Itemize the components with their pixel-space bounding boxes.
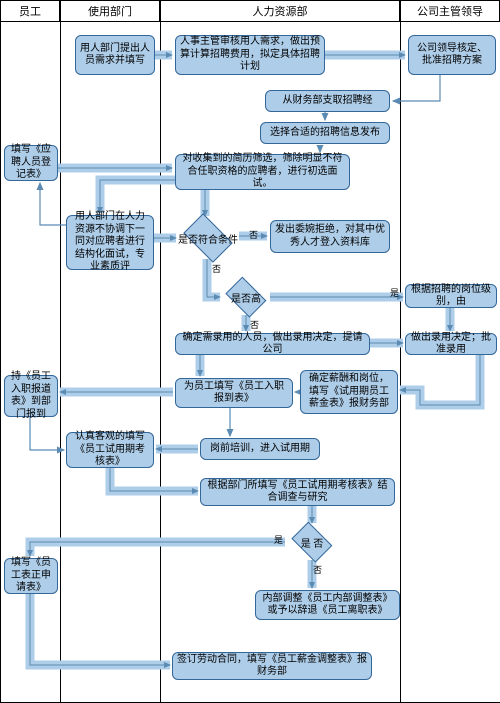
process-text: 选择合适的招聘信息发布 bbox=[270, 127, 380, 140]
block-arrow-outline bbox=[100, 180, 175, 213]
block-arrow-body bbox=[110, 468, 198, 491]
process-text: 签订劳动合同，填写《员工薪金调整表》报财务部 bbox=[177, 654, 367, 679]
process-n_hr_plan: 人事主管审核用人需求，做出预算计算招聘费用，拟定具体招聘计划 bbox=[175, 35, 325, 75]
decision-d_high: 是否高 bbox=[222, 280, 270, 314]
branch-label: 否 bbox=[250, 318, 259, 331]
block-arrow-body bbox=[30, 594, 170, 665]
process-n_emp_correct: 填写《员工表正申请表》 bbox=[4, 558, 58, 594]
process-text: 认真客观的填写《员工试用期考核表》 bbox=[71, 431, 149, 469]
lane-header-lane-leader: 公司主管领导 bbox=[400, 0, 500, 22]
process-text: 为员工填写《员工入职报到表》 bbox=[180, 381, 288, 406]
process-text: 从财务部支取招聘经 bbox=[283, 95, 373, 108]
decision-text: 是否高 bbox=[231, 290, 261, 305]
process-text: 填写《员工表正申请表》 bbox=[9, 557, 53, 595]
process-n_dept_eval: 认真客观的填写《员工试用期考核表》 bbox=[66, 432, 154, 468]
block-arrow-body bbox=[100, 180, 175, 213]
process-n_hr_screen: 对收集到的简历筛选，筛除明显不符合任职资格的应聘者，进行初选面试。 bbox=[175, 154, 350, 190]
process-n_emp_reg: 填写《应聘人员登记表》 bbox=[4, 145, 58, 181]
lane-label: 员工 bbox=[19, 3, 41, 19]
block-arrow-outline bbox=[400, 355, 480, 405]
thin-arrow bbox=[30, 417, 64, 450]
branch-label: 否 bbox=[313, 563, 322, 576]
block-arrow-outline bbox=[30, 542, 285, 556]
process-text: 内部调整《员工内部调整表》或予以辞退《员工离职表》 bbox=[260, 593, 395, 618]
process-n_hr_publish: 选择合适的招聘信息发布 bbox=[260, 122, 390, 144]
decision-text: 是 否 bbox=[301, 535, 324, 550]
process-n_emp_report: 持《员工入职报道表》到部门报到 bbox=[4, 375, 58, 417]
decision-text: 是否符合条件 bbox=[178, 231, 238, 246]
process-text: 公司领导核定、批准招聘方案 bbox=[413, 43, 491, 68]
process-n_dept_req: 用人部门提出人员需求并填写 bbox=[75, 35, 155, 75]
block-arrow-outline bbox=[30, 594, 170, 665]
process-text: 确定需录用的人员，做出录用决定，提请公司 bbox=[180, 332, 365, 357]
process-n_hr_salary: 确定薪酬和岗位，填写《试用期员工薪金表》报财务部 bbox=[300, 370, 398, 414]
lane-header-lane-employee: 员工 bbox=[0, 0, 60, 22]
process-n_hr_contract: 签订劳动合同，填写《员工薪金调整表》报财务部 bbox=[172, 652, 372, 680]
swimlane-flowchart: 员工 使用部门 人力资源部 公司主管领导 用人部门提出人员需求并填写 人事主管审核用人需… bbox=[0, 0, 500, 703]
process-text: 对收集到的简历筛选，筛除明显不符合任职资格的应聘者，进行初选面试。 bbox=[180, 153, 345, 191]
process-text: 做出录用决定；批准录用 bbox=[410, 332, 492, 357]
branch-label: 否 bbox=[249, 228, 258, 241]
lane-header-lane-hr: 人力资源部 bbox=[160, 0, 400, 22]
process-n_hr_decide: 确定需录用的人员，做出录用决定，提请公司 bbox=[175, 333, 370, 355]
process-text: 填写《应聘人员登记表》 bbox=[9, 144, 53, 182]
lane-header-lane-dept: 使用部门 bbox=[60, 0, 160, 22]
process-text: 持《员工入职报道表》到部门报到 bbox=[9, 371, 53, 421]
process-n_hr_train: 岗前培训，进入试用期 bbox=[200, 438, 320, 460]
lane-label: 公司主管领导 bbox=[417, 3, 483, 19]
process-text: 确定薪酬和岗位，填写《试用期员工薪金表》报财务部 bbox=[305, 373, 393, 411]
process-n_hr_reject: 发出委婉拒绝，对其中优秀人才登入资料库 bbox=[270, 220, 390, 253]
branch-label: 是 bbox=[274, 533, 283, 546]
lane-divider bbox=[400, 22, 401, 703]
process-text: 发出委婉拒绝，对其中优秀人才登入资料库 bbox=[275, 224, 385, 249]
process-n_hr_entryform: 为员工填写《员工入职报到表》 bbox=[175, 378, 293, 408]
process-text: 岗前培训，进入试用期 bbox=[210, 443, 310, 456]
process-n_hr_adjust: 内部调整《员工内部调整表》或予以辞退《员工离职表》 bbox=[255, 590, 400, 620]
process-n_leader_level: 根据招聘的岗位级别，由 bbox=[405, 284, 497, 308]
decision-d_yn: 是 否 bbox=[288, 525, 336, 559]
process-n_hr_funds: 从财务部支取招聘经 bbox=[265, 90, 390, 112]
process-text: 用人部门提出人员需求并填写 bbox=[80, 43, 150, 68]
process-text: 根据部门所填写《员工试用期考核表》结合调查与研究 bbox=[205, 480, 390, 505]
block-arrow-body bbox=[400, 355, 480, 405]
lane-divider bbox=[60, 22, 61, 703]
lane-divider bbox=[0, 22, 1, 703]
branch-label: 否 bbox=[212, 262, 221, 275]
lane-label: 人力资源部 bbox=[253, 3, 308, 19]
thin-arrow bbox=[40, 183, 66, 225]
branch-label: 是 bbox=[390, 286, 399, 299]
process-text: 用人部门在人力资源不协调下一同对应聘者进行结构化面试，专业素质评 bbox=[71, 211, 149, 274]
block-arrow-body bbox=[30, 542, 285, 556]
process-n_dept_interview: 用人部门在人力资源不协调下一同对应聘者进行结构化面试，专业素质评 bbox=[66, 215, 154, 270]
decision-d_fit: 是否符合条件 bbox=[178, 218, 238, 258]
block-arrow-outline bbox=[110, 468, 198, 491]
lane-divider bbox=[160, 22, 161, 703]
process-n_leader_approve: 公司领导核定、批准招聘方案 bbox=[408, 35, 496, 75]
process-text: 人事主管审核用人需求，做出预算计算招聘费用，拟定具体招聘计划 bbox=[180, 36, 320, 74]
lane-label: 使用部门 bbox=[88, 3, 132, 19]
process-n_hr_probation: 根据部门所填写《员工试用期考核表》结合调查与研究 bbox=[200, 478, 395, 506]
process-n_leader_hire: 做出录用决定；批准录用 bbox=[405, 333, 497, 355]
process-text: 根据招聘的岗位级别，由 bbox=[410, 284, 492, 309]
